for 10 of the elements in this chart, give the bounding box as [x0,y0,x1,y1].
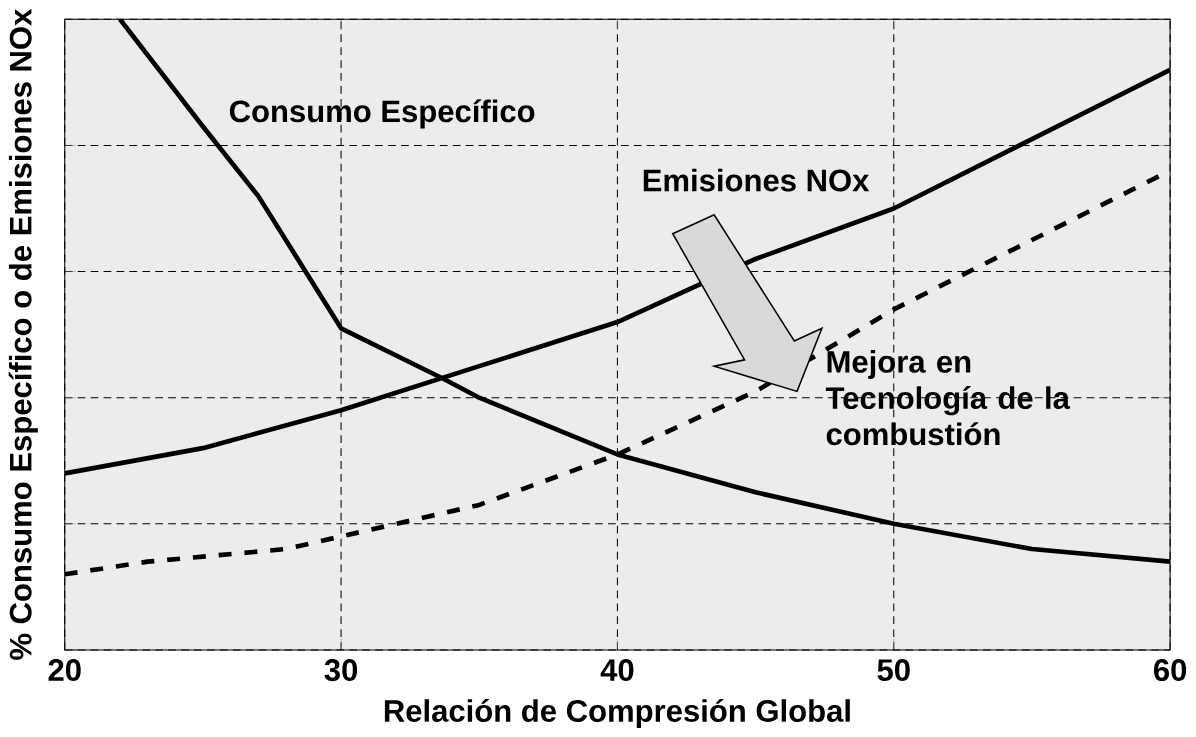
x-tick-label: 30 [324,659,358,682]
x-tick-label: 50 [877,659,910,682]
x-tick-label: 60 [1153,659,1187,682]
y-axis-title: % Consumo Específico o de Emisiones NOx [8,9,38,661]
x-tick-label: 20 [48,659,81,682]
annotation: Mejora en Tecnología de la combustión [825,350,1071,446]
series-label: Emisiones NOx [643,168,870,192]
x-axis-title: Relación de Compresión Global [384,699,850,729]
series-label: Consumo Específico [229,99,535,129]
x-tick-label: 40 [600,659,634,682]
